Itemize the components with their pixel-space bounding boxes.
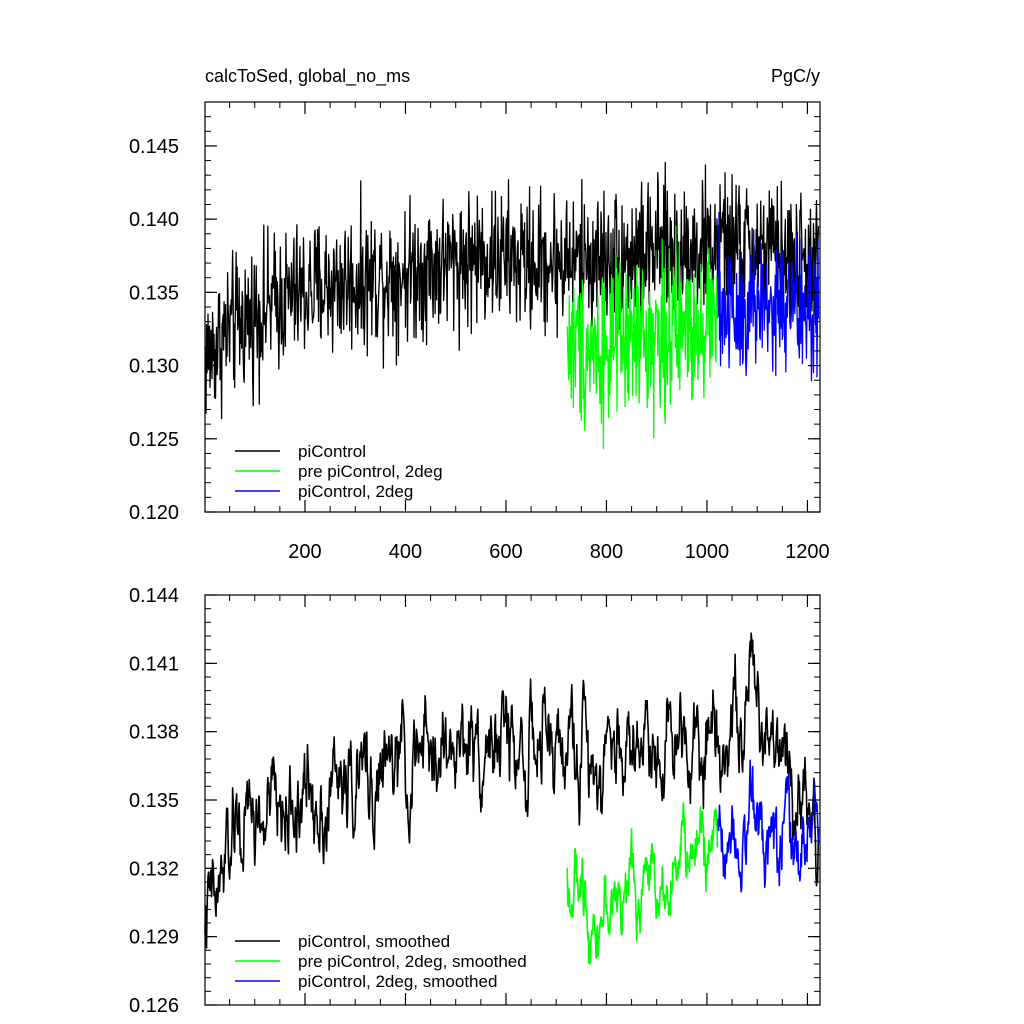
bottom-plot-area xyxy=(204,632,820,965)
bottom-ytick-label: 0.132 xyxy=(129,858,179,880)
bottom-legend: piControl, smoothed pre piControl, 2deg,… xyxy=(235,932,527,991)
bottom-series-pre-picontrol-2deg-smoothed xyxy=(566,802,719,965)
top-legend: piControl pre piControl, 2deg piControl,… xyxy=(235,442,443,501)
top-xtick-label: 400 xyxy=(389,541,422,563)
top-xtick-label: 1200 xyxy=(785,541,830,563)
bottom-ytick-label: 0.126 xyxy=(129,995,179,1017)
top-panel: calcToSed, global_no_ms PgC/y 0.120 0.125… xyxy=(129,66,830,563)
top-ytick-label: 0.145 xyxy=(129,136,179,158)
bottom-axes: 0.126 0.129 0.132 0.135 0.138 0.141 0.144 xyxy=(129,585,820,1017)
bottom-panel: 0.126 0.129 0.132 0.135 0.138 0.141 0.144 piCo… xyxy=(129,585,821,1017)
bottom-ytick-label: 0.129 xyxy=(129,927,179,949)
legend-label-pre-piControl-2deg: pre piControl, 2deg xyxy=(298,462,443,481)
top-ytick-label: 0.125 xyxy=(129,429,179,451)
bottom-series-picontrol-2deg-smoothed xyxy=(717,759,820,893)
top-xtick-label: 800 xyxy=(590,541,623,563)
top-xtick-label: 1000 xyxy=(685,541,730,563)
legend-label-pre-piControl-2deg-smoothed: pre piControl, 2deg, smoothed xyxy=(298,952,527,971)
bottom-series-picontrol-smoothed xyxy=(204,632,820,949)
top-series-picontrol-2deg xyxy=(717,211,820,382)
top-ytick-label: 0.140 xyxy=(129,209,179,231)
top-axes: 0.120 0.125 0.130 0.135 0.140 0.145 200 400 600 8… xyxy=(129,101,830,563)
bottom-ytick-label: 0.138 xyxy=(129,722,179,744)
legend-label-piControl-2deg: piControl, 2deg xyxy=(298,482,413,501)
top-series-picontrol xyxy=(204,161,820,420)
legend-label-piControl: piControl xyxy=(298,442,366,461)
top-ytick-label: 0.130 xyxy=(129,356,179,378)
legend-label-piControl-2deg-smoothed: piControl, 2deg, smoothed xyxy=(298,972,497,991)
top-xtick-label: 200 xyxy=(288,541,321,563)
bottom-ytick-label: 0.144 xyxy=(129,585,179,607)
legend-label-piControl-smoothed: piControl, smoothed xyxy=(298,932,450,951)
top-ytick-label: 0.120 xyxy=(129,502,179,524)
top-panel-title: calcToSed, global_no_ms xyxy=(205,66,410,87)
bottom-ytick-label: 0.135 xyxy=(129,790,179,812)
bottom-ytick-label: 0.141 xyxy=(129,653,179,675)
top-ytick-label: 0.135 xyxy=(129,282,179,304)
top-plot-area xyxy=(204,161,820,450)
top-xtick-label: 600 xyxy=(489,541,522,563)
top-series-pre-picontrol-2deg xyxy=(566,225,719,450)
top-panel-units: PgC/y xyxy=(771,66,820,86)
